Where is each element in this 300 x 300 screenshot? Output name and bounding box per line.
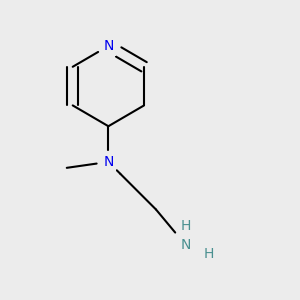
Text: N: N bbox=[103, 39, 114, 53]
Text: N: N bbox=[103, 155, 114, 169]
Text: H: H bbox=[203, 247, 214, 261]
Text: N: N bbox=[181, 238, 191, 252]
Text: H: H bbox=[181, 219, 191, 233]
